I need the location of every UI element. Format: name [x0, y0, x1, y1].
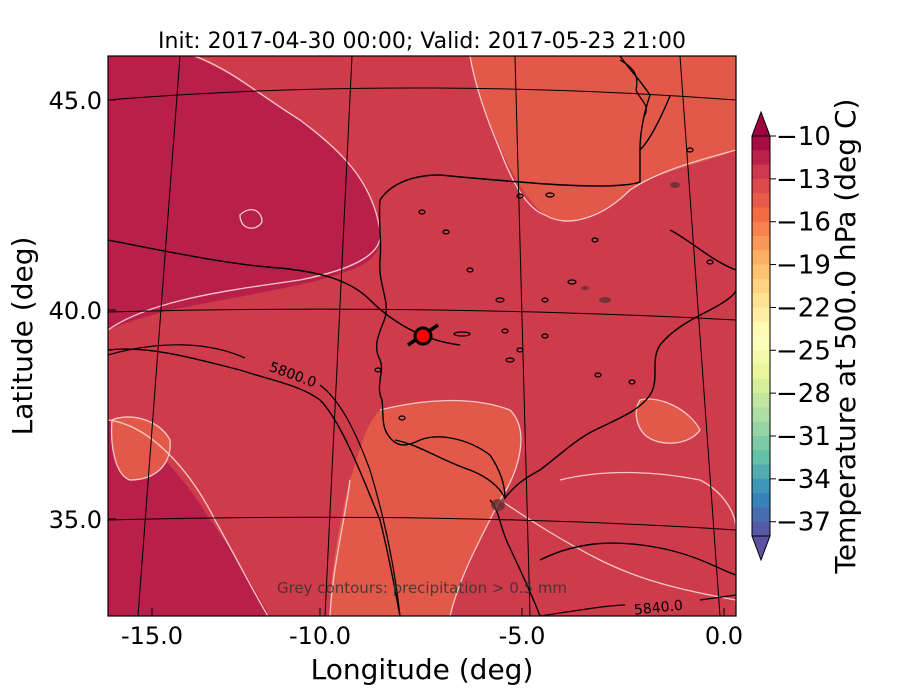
x-tick-label: -10.0 — [289, 622, 351, 650]
x-tick-label: -5.0 — [499, 622, 546, 650]
small-contours — [374, 59, 714, 421]
temperature-region-warm-west — [111, 416, 171, 480]
temperature-region-warm-south — [330, 400, 521, 616]
colorbar-segment — [752, 150, 770, 166]
height-contour-5800 — [108, 344, 401, 616]
colorbar-segment — [752, 478, 770, 494]
colorbar-extend-min — [751, 535, 771, 562]
chart-title: Init: 2017-04-30 00:00; Valid: 2017-05-2… — [158, 29, 686, 54]
height-contour-5840 — [539, 594, 736, 616]
temperature-region-warm-spot — [636, 399, 700, 444]
location-marker — [407, 323, 439, 347]
colorbar-segment — [752, 521, 770, 537]
colorbar-tick-label: −16 — [776, 208, 831, 238]
colorbar-segment — [752, 350, 770, 366]
y-tick-label: 45.0 — [49, 87, 102, 115]
precipitation-contours — [491, 182, 680, 511]
colorbar-segment — [752, 236, 770, 251]
colorbar-segment — [752, 364, 770, 380]
y-axis: 45.0 40.0 35.0 Latitude (deg) — [6, 87, 116, 534]
precipitation-note: Grey contours: precipitation > 0.5 mm — [277, 579, 567, 597]
colorbar-tick-label: −37 — [776, 508, 831, 538]
colorbar-tick-label: −10 — [776, 122, 831, 152]
x-axis: -15.0 -10.0 -5.0 0.0 Longitude (deg) — [121, 608, 743, 686]
map-area: 5800.0 5840.0 — [108, 56, 736, 619]
colorbar-tick-label: −22 — [776, 293, 831, 323]
colorbar-tick-label: −19 — [776, 251, 831, 281]
colorbar-segment — [752, 207, 770, 223]
colorbar-label: Temperature at 500.0 hPa (deg C) — [829, 99, 862, 575]
graticule — [108, 56, 736, 616]
colorbar-tick-label: −34 — [776, 465, 831, 495]
colorbar-extend-max — [751, 110, 771, 137]
colorbar-segment — [752, 221, 770, 237]
x-tick-label: -15.0 — [121, 622, 183, 650]
colorbar-segment — [752, 493, 770, 509]
colorbar: −10 −13 −16 −19 −22 −25 −28 −31 −34 −37 — [751, 110, 831, 562]
colorbar-segment — [752, 264, 770, 280]
colorbar-segment — [752, 293, 770, 309]
contour-label-5840: 5840.0 — [633, 598, 683, 619]
colorbar-segment — [752, 421, 770, 437]
colorbar-segment — [752, 307, 770, 323]
x-axis-label: Longitude (deg) — [311, 653, 534, 686]
colorbar-segment — [752, 278, 770, 294]
colorbar-frame — [751, 135, 771, 537]
y-axis-label: Latitude (deg) — [6, 237, 39, 436]
colorbar-segment — [752, 336, 770, 351]
colorbar-segment — [752, 178, 770, 194]
x-tick-label: 0.0 — [705, 622, 743, 650]
colorbar-segment — [752, 378, 770, 394]
temperature-region-coldest — [108, 56, 381, 330]
colorbar-segment — [752, 407, 770, 423]
colorbar-segment — [752, 464, 770, 480]
colorbar-segment — [752, 164, 770, 180]
map-frame — [107, 55, 737, 617]
colorbar-segment — [752, 136, 770, 151]
colorbar-segment — [752, 393, 770, 409]
colorbar-tick-label: −28 — [776, 379, 831, 409]
colorbar-segment — [752, 507, 770, 523]
y-tick-label: 35.0 — [49, 506, 102, 534]
colorbar-tick-label: −13 — [776, 165, 831, 195]
colorbar-tick-label: −31 — [776, 422, 831, 452]
colorbar-segment — [752, 193, 770, 209]
colorbar-segment — [752, 321, 770, 337]
colorbar-segment — [752, 436, 770, 451]
colorbar-segment — [752, 250, 770, 266]
y-tick-label: 40.0 — [49, 297, 102, 325]
colorbar-tick-label: −25 — [776, 336, 831, 366]
coastlines — [108, 56, 736, 616]
colorbar-segment — [752, 450, 770, 466]
